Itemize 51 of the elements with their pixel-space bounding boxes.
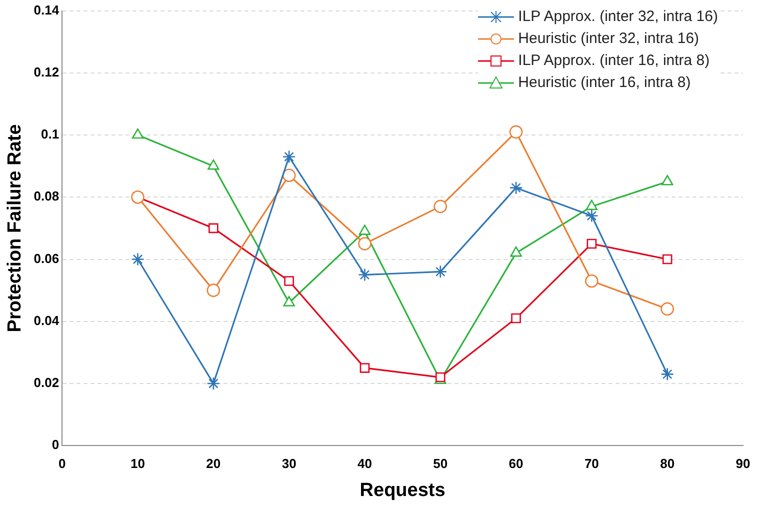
point: [511, 313, 521, 324]
x-tick-label: 10: [130, 456, 145, 471]
point: [662, 254, 672, 264]
y-tick-label: 0.06: [34, 250, 60, 266]
point: [662, 174, 674, 186]
point: [208, 159, 220, 170]
y-tick-label: 0: [52, 437, 60, 452]
y-tick-label: 0.14: [34, 2, 60, 18]
x-axis-title: Requests: [360, 480, 446, 501]
point: [585, 274, 598, 288]
x-tick-label: 60: [508, 456, 524, 471]
point: [282, 150, 296, 164]
x-tick-label: 80: [660, 456, 675, 471]
point: [206, 376, 220, 390]
point: [586, 200, 598, 210]
x-tick-label: 50: [433, 456, 448, 471]
point: [360, 363, 370, 373]
point: [434, 200, 448, 214]
point: [586, 238, 597, 249]
y-axis-title: Protection Failure Rate: [4, 124, 26, 332]
y-tick-label: 0.1: [41, 126, 60, 142]
point: [509, 125, 523, 139]
y-tick-label: 0.12: [34, 64, 60, 80]
point: [358, 237, 372, 250]
point: [358, 224, 371, 235]
point: [284, 276, 294, 286]
legend-label: ILP Approx. (inter 16, intra 8): [518, 52, 710, 69]
legend-label: Heuristic (inter 32, intra 16): [518, 30, 700, 47]
point: [660, 302, 674, 316]
point: [282, 168, 296, 182]
x-tick-label: 90: [736, 456, 750, 471]
y-tick-label: 0.04: [34, 312, 60, 328]
legend-label: Heuristic (inter 16, intra 8): [518, 74, 691, 91]
x-tick-label: 30: [282, 456, 296, 471]
y-tick-label: 0.02: [34, 375, 60, 390]
x-tick-label: 20: [206, 456, 221, 471]
point: [206, 284, 220, 297]
point: [131, 252, 144, 266]
point: [358, 268, 372, 282]
point: [510, 246, 522, 257]
point: [132, 128, 144, 139]
x-tick-label: 40: [357, 456, 372, 471]
x-tick-label: 70: [584, 456, 599, 471]
point: [208, 223, 218, 234]
point: [660, 368, 674, 381]
point: [434, 265, 448, 278]
point: [509, 181, 523, 194]
point: [283, 296, 295, 306]
legend-label: ILP Approx. (inter 32, intra 16): [518, 8, 718, 25]
point: [585, 209, 598, 222]
y-tick-label: 0.08: [34, 188, 60, 204]
